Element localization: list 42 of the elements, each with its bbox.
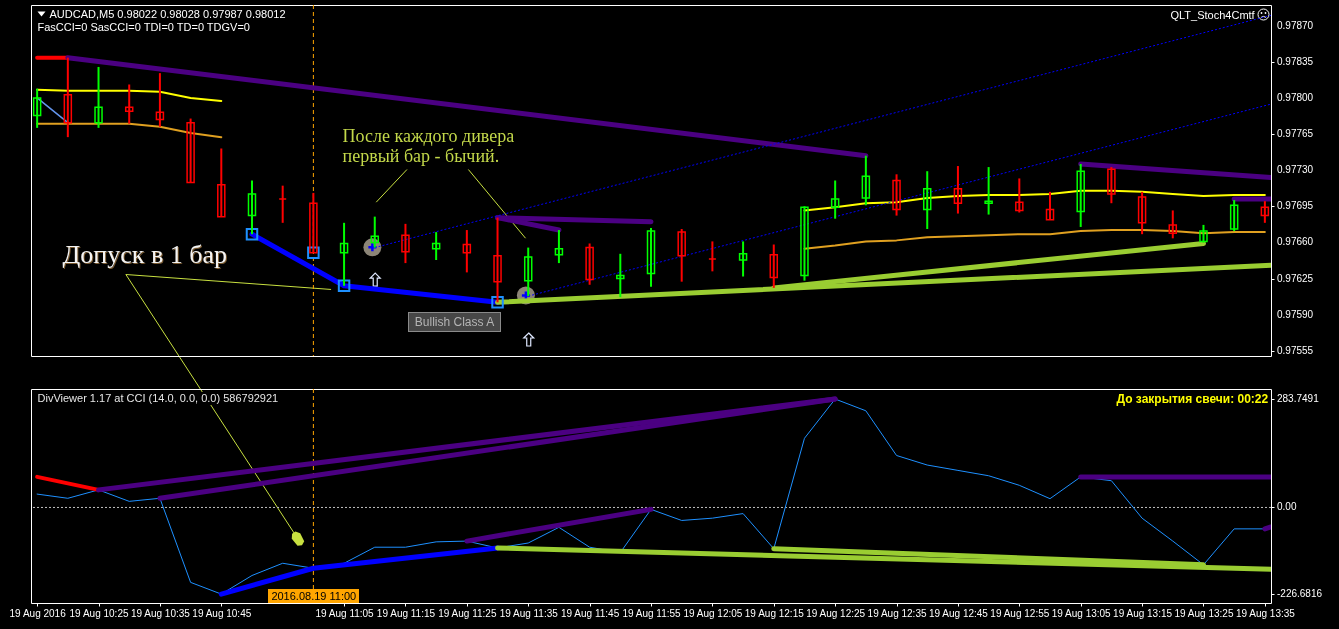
x-tick-label: 19 Aug 11:55	[622, 607, 682, 619]
x-tick-label: 19 Aug 2016	[9, 607, 67, 619]
x-tick-label: 19 Aug 11:15	[376, 607, 436, 619]
x-tick-label: 19 Aug 10:25	[69, 607, 129, 619]
y-tick-label: 283.7491	[1277, 393, 1320, 405]
annotation: QLT_Stoch4Cmtf	[1170, 8, 1255, 22]
y-tick-label: 0.97625	[1277, 272, 1314, 284]
x-tick-label: 19 Aug 12:45	[928, 607, 989, 619]
x-tick-label: 19 Aug 13:05	[1051, 607, 1112, 619]
x-tick-label: 19 Aug 13:25	[1174, 607, 1234, 619]
y-tick-label: 0.97730	[1277, 164, 1314, 176]
y-tick-label: 0.97555	[1277, 344, 1314, 356]
y-tick-label: 0.97590	[1277, 308, 1314, 320]
annotation: До закрытия свечи: 00:22	[1116, 391, 1269, 406]
x-tick-label: 19 Aug 12:15	[744, 607, 805, 619]
y-tick-label: 0.97695	[1277, 200, 1314, 212]
x-tick-label: 19 Aug 12:25	[806, 607, 866, 619]
y-tick-label: 0.97660	[1277, 236, 1314, 248]
x-tick-label: 19 Aug 12:55	[990, 607, 1050, 619]
x-tick-label: 19 Aug 11:45	[561, 607, 620, 619]
y-tick-label: 0.97765	[1277, 128, 1314, 140]
y-tick-label: -226.6816	[1277, 588, 1323, 600]
x-tick-label: 19 Aug 12:35	[867, 607, 927, 619]
x-tick-label: 19 Aug 10:45	[192, 607, 252, 619]
x-tick-label: 19 Aug 11:05	[315, 607, 375, 619]
text: FasCCI=0 SasCCI=0 TDI=0 TD=0 TDGV=0	[37, 20, 250, 34]
annotation: Bullish Class A	[407, 312, 502, 333]
x-tick-label: 19 Aug 11:25	[438, 607, 497, 619]
annotation: Допуск в 1 бар	[62, 240, 227, 270]
annotation: После каждого дивера первый бар - бычий.	[342, 125, 516, 166]
chart-title: AUDCAD,M5 0.98022 0.98028 0.97987 0.98012	[49, 7, 286, 21]
y-tick-label: 0.97870	[1277, 19, 1314, 31]
x-tick-label: 19 Aug 13:15	[1113, 607, 1173, 619]
y-tick-label: 0.97800	[1277, 91, 1314, 103]
x-tick-label: 19 Aug 10:35	[130, 607, 191, 619]
y-tick-label: 0.97835	[1277, 55, 1314, 67]
y-tick-label: 0.00	[1277, 501, 1297, 513]
chart-title: DivViewer 1.17 at CCI (14.0, 0.0, 0.0) 586792921	[37, 391, 279, 405]
x-tick-label: 19 Aug 11:35	[499, 607, 559, 619]
x-tick-label: 19 Aug 13:35	[1235, 607, 1296, 619]
ref-line-label: 2016.08.19 11:00	[268, 588, 360, 603]
x-tick-label: 19 Aug 12:05	[683, 607, 743, 619]
